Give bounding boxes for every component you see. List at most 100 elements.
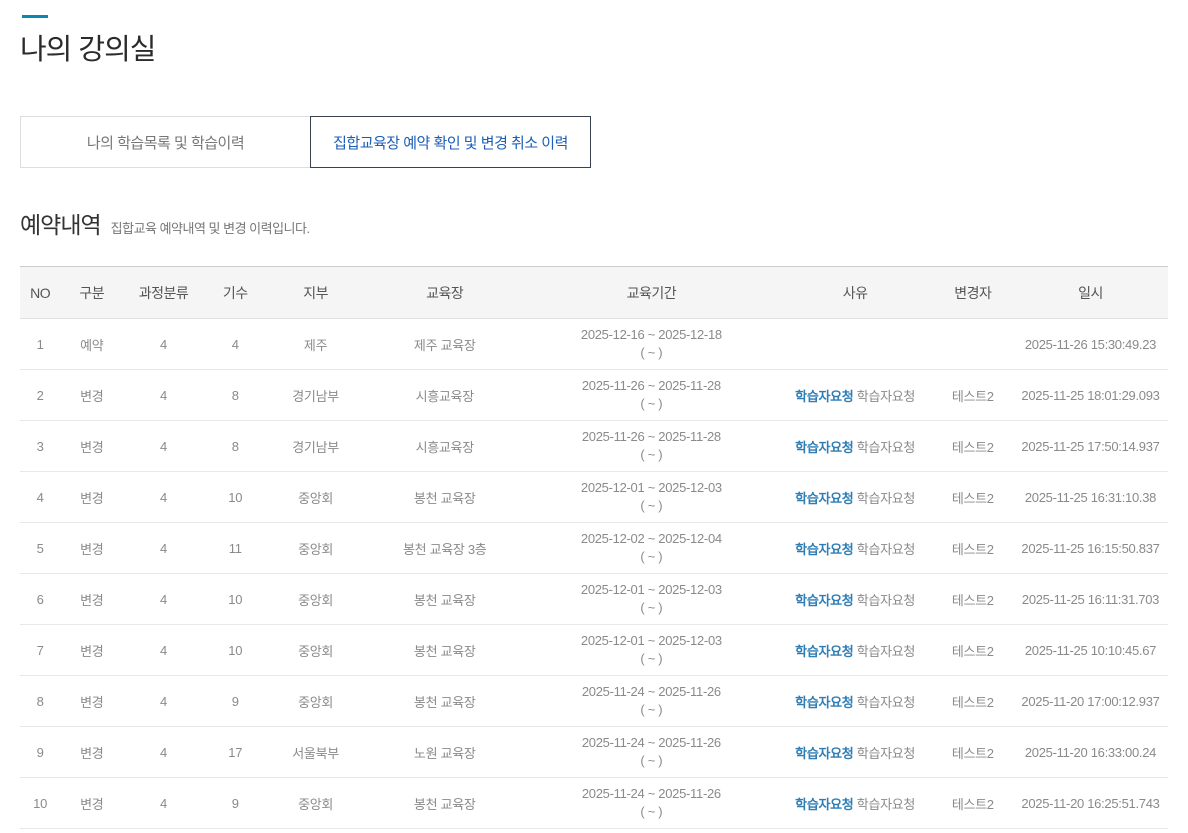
cell-datetime: 2025-11-20 17:00:12.937 [1012, 675, 1168, 727]
cell-reason: 학습자요청 학습자요청 [777, 471, 933, 523]
cell-reason [777, 318, 933, 370]
cell-branch: 중앙회 [266, 624, 365, 676]
cell-course_class: 4 [123, 573, 204, 625]
cell-type: 변경 [60, 675, 124, 727]
table-row: 9 변경 4 17 서울북부 노원 교육장 2025-11-24 ~ 2025-11-26 (… [20, 726, 1168, 778]
table-row: 6 변경 4 10 중앙회 봉천 교육장 2025-12-01 ~ 2025-12-03 ( … [20, 573, 1168, 625]
cell-no: 7 [20, 624, 61, 676]
reason-highlight: 학습자요청 [795, 796, 854, 812]
cell-period: 2025-12-16 ~ 2025-12-18 ( ~ ) [525, 318, 778, 370]
cell-no: 9 [20, 726, 61, 778]
page-title: 나의 강의실 [20, 34, 156, 66]
reason-highlight: 학습자요청 [795, 643, 854, 659]
col-period: 교육기간 [525, 266, 778, 319]
cell-reason: 학습자요청 학습자요청 [777, 675, 933, 727]
period-line1: 2025-12-01 ~ 2025-12-03 [580, 633, 722, 649]
cell-reason: 학습자요청 학습자요청 [777, 726, 933, 778]
reason-highlight: 학습자요청 [795, 439, 854, 455]
cell-period: 2025-11-24 ~ 2025-11-26 ( ~ ) [525, 675, 778, 727]
cell-branch: 중앙회 [266, 471, 365, 523]
col-no: NO [20, 266, 61, 319]
reason-highlight: 학습자요청 [795, 745, 854, 761]
period-line2: ( ~ ) [640, 345, 663, 360]
reason-highlight: 학습자요청 [795, 592, 854, 608]
col-type: 구분 [60, 266, 124, 319]
cell-branch: 경기남부 [266, 420, 365, 472]
cell-center: 시흥교육장 [364, 369, 526, 421]
cell-period: 2025-12-02 ~ 2025-12-04 ( ~ ) [525, 522, 778, 574]
cell-modifier [932, 318, 1013, 370]
reservation-table: NO 구분 과정분류 기수 지부 교육장 교육기간 사유 변경자 일시 1 예약 4… [20, 266, 1168, 829]
cell-course_class: 4 [123, 726, 204, 778]
cell-modifier: 테스트2 [932, 726, 1013, 778]
col-term: 기수 [203, 266, 267, 319]
cell-center: 봉천 교육장 [364, 573, 526, 625]
cell-type: 변경 [60, 420, 124, 472]
cell-center: 봉천 교육장 [364, 777, 526, 829]
period-line1: 2025-11-26 ~ 2025-11-28 [581, 429, 721, 445]
cell-modifier: 테스트2 [932, 369, 1013, 421]
table-body: 1 예약 4 4 제주 제주 교육장 2025-12-16 ~ 2025-12-18( ~ … [20, 318, 1168, 829]
cell-period: 2025-11-26 ~ 2025-11-28 ( ~ ) [525, 420, 778, 472]
reason-highlight: 학습자요청 [795, 490, 854, 506]
cell-datetime: 2025-11-25 16:15:50.837 [1012, 522, 1168, 574]
period-line1: 2025-12-01 ~ 2025-12-03 [580, 582, 722, 598]
period-line1: 2025-12-01 ~ 2025-12-03 [580, 480, 722, 496]
cell-period: 2025-11-24 ~ 2025-11-26 ( ~ ) [525, 777, 778, 829]
cell-type: 예약 [60, 318, 124, 370]
cell-reason: 학습자요청 학습자요청 [777, 777, 933, 829]
cell-modifier: 테스트2 [932, 675, 1013, 727]
cell-branch: 서울북부 [266, 726, 365, 778]
cell-course_class: 4 [123, 369, 204, 421]
cell-branch: 제주 [266, 318, 365, 370]
cell-no: 4 [20, 471, 61, 523]
period-line2: ( ~ ) [640, 498, 663, 513]
cell-no: 2 [20, 369, 61, 421]
cell-type: 변경 [60, 726, 124, 778]
cell-term: 17 [203, 726, 267, 778]
cell-modifier: 테스트2 [932, 522, 1013, 574]
cell-term: 8 [203, 369, 267, 421]
period-line2: ( ~ ) [640, 600, 663, 615]
cell-datetime: 2025-11-20 16:33:00.24 [1012, 726, 1168, 778]
cell-branch: 중앙회 [266, 522, 365, 574]
cell-no: 6 [20, 573, 61, 625]
cell-course_class: 4 [123, 777, 204, 829]
table-row: 10 변경 4 9 중앙회 봉천 교육장 2025-11-24 ~ 2025-11-26 ( … [20, 777, 1168, 829]
table-header-row: NO 구분 과정분류 기수 지부 교육장 교육기간 사유 변경자 일시 [20, 266, 1168, 319]
tab-reservation-history[interactable]: 집합교육장 예약 확인 및 변경 취소 이력 [310, 116, 591, 168]
table-row: 2 변경 4 8 경기남부 시흥교육장 2025-11-26 ~ 2025-11-28 ( ~… [20, 369, 1168, 421]
section-subtitle: 집합교육 예약내역 및 변경 이력입니다. [110, 221, 310, 236]
table-row: 8 변경 4 9 중앙회 봉천 교육장 2025-11-24 ~ 2025-11-26 ( ~… [20, 675, 1168, 727]
cell-modifier: 테스트2 [932, 573, 1013, 625]
period-line2: ( ~ ) [640, 804, 663, 819]
cell-type: 변경 [60, 777, 124, 829]
tab-my-learning-list[interactable]: 나의 학습목록 및 학습이력 [20, 116, 311, 168]
cell-no: 8 [20, 675, 61, 727]
cell-modifier: 테스트2 [932, 471, 1013, 523]
cell-no: 10 [20, 777, 61, 829]
cell-reason: 학습자요청 학습자요청 [777, 420, 933, 472]
cell-center: 시흥교육장 [364, 420, 526, 472]
cell-no: 3 [20, 420, 61, 472]
cell-center: 봉천 교육장 3층 [364, 522, 526, 574]
cell-term: 9 [203, 675, 267, 727]
cell-period: 2025-11-24 ~ 2025-11-26 ( ~ ) [525, 726, 778, 778]
cell-term: 10 [203, 573, 267, 625]
cell-period: 2025-11-26 ~ 2025-11-28 ( ~ ) [525, 369, 778, 421]
cell-datetime: 2025-11-25 17:50:14.937 [1012, 420, 1168, 472]
table-row: 7 변경 4 10 중앙회 봉천 교육장 2025-12-01 ~ 2025-12-03 ( … [20, 624, 1168, 676]
cell-course_class: 4 [123, 675, 204, 727]
reservation-table-wrap: NO 구분 과정분류 기수 지부 교육장 교육기간 사유 변경자 일시 1 예약 4… [20, 266, 1168, 829]
reason-text: 학습자요청 [853, 745, 916, 761]
cell-datetime: 2025-11-20 16:25:51.743 [1012, 777, 1168, 829]
col-category: 과정분류 [123, 266, 204, 319]
reason-highlight: 학습자요청 [795, 388, 854, 404]
cell-type: 변경 [60, 471, 124, 523]
period-line1: 2025-12-02 ~ 2025-12-04 [580, 531, 722, 547]
col-datetime: 일시 [1012, 266, 1168, 319]
section-head: 예약내역 집합교육 예약내역 및 변경 이력입니다. [20, 206, 1168, 240]
cell-period: 2025-12-01 ~ 2025-12-03 ( ~ ) [525, 573, 778, 625]
table-row: 4 변경 4 10 중앙회 봉천 교육장 2025-12-01 ~ 2025-12-03( … [20, 471, 1168, 523]
